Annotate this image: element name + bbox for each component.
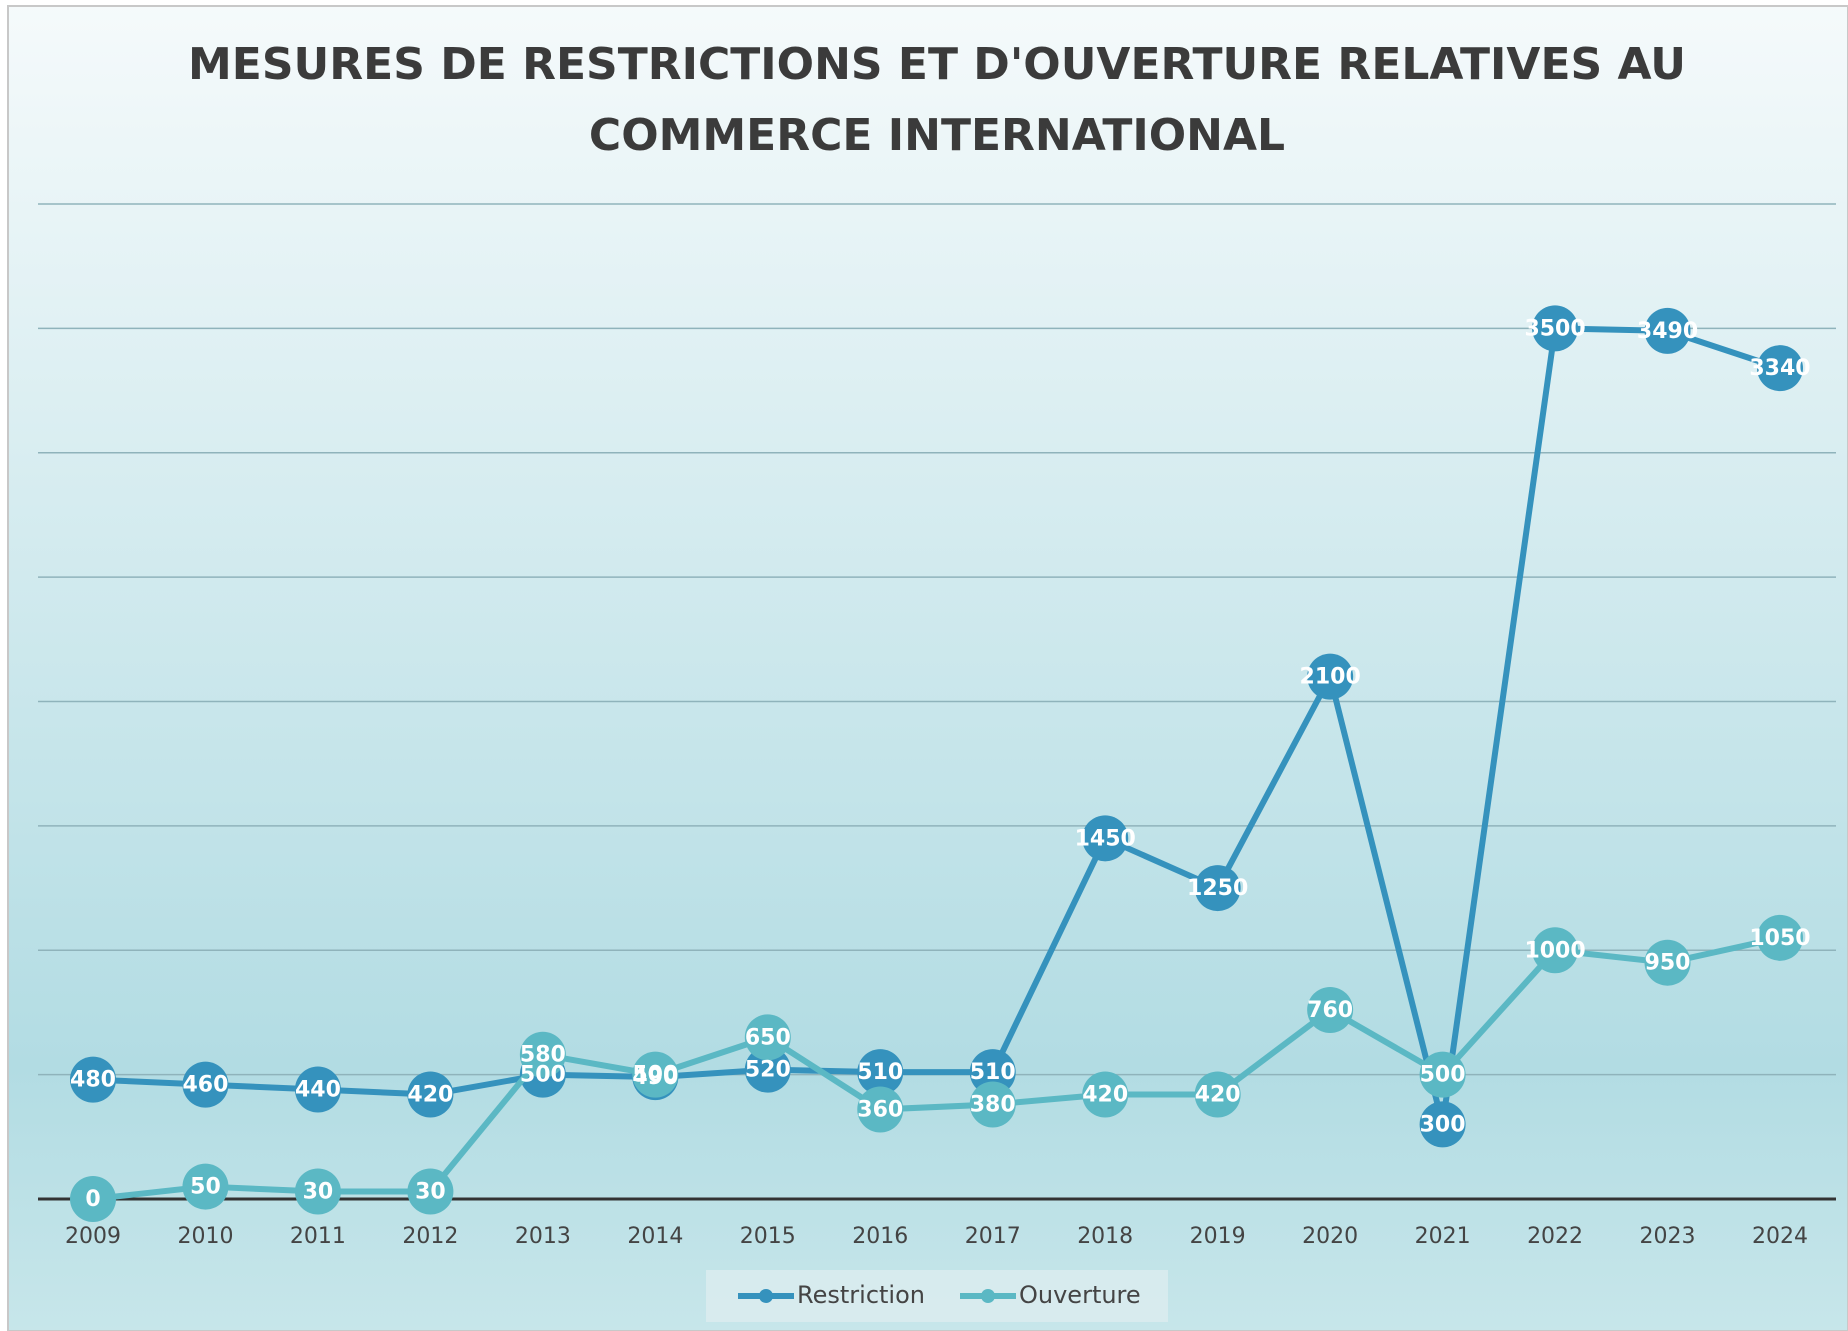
data-point <box>857 1086 904 1133</box>
x-tick-label: 2020 <box>1302 1224 1358 1249</box>
data-point <box>857 1049 904 1096</box>
data-label: 0 <box>85 1187 100 1212</box>
data-label: 510 <box>970 1060 1016 1085</box>
data-point <box>1194 1071 1241 1118</box>
data-label: 30 <box>415 1180 446 1205</box>
data-point <box>1644 307 1691 354</box>
data-label: 520 <box>745 1058 791 1083</box>
data-label: 490 <box>632 1065 678 1090</box>
data-label: 440 <box>295 1078 341 1103</box>
data-point <box>1532 927 1579 974</box>
data-point <box>1082 1071 1129 1118</box>
data-label: 480 <box>70 1068 116 1093</box>
data-point <box>1082 815 1129 862</box>
x-tick-label: 2013 <box>515 1224 571 1249</box>
x-tick-label: 2023 <box>1640 1224 1696 1249</box>
data-point <box>1194 865 1241 912</box>
x-tick-label: 2019 <box>1190 1224 1246 1249</box>
data-point <box>744 1014 791 1061</box>
data-label: 2100 <box>1300 665 1361 690</box>
data-label: 1250 <box>1187 876 1248 901</box>
data-label: 300 <box>1420 1112 1466 1137</box>
data-point <box>1532 305 1579 352</box>
data-point <box>969 1081 1016 1128</box>
data-label: 1000 <box>1524 938 1585 963</box>
data-label: 420 <box>1082 1083 1128 1108</box>
data-label: 1450 <box>1075 826 1136 851</box>
x-tick-label: 2014 <box>627 1224 683 1249</box>
data-label: 50 <box>190 1175 221 1200</box>
series-line <box>92 934 1781 1202</box>
data-point <box>969 1049 1016 1096</box>
data-label: 360 <box>857 1097 903 1122</box>
data-point <box>519 1031 566 1078</box>
data-label: 380 <box>970 1092 1016 1117</box>
data-label: 3490 <box>1637 319 1698 344</box>
data-label: 580 <box>520 1043 566 1068</box>
x-tick-label: 2017 <box>965 1224 1021 1249</box>
data-point <box>407 1071 454 1118</box>
data-label: 760 <box>1307 998 1353 1023</box>
x-tick-label: 2012 <box>402 1224 458 1249</box>
data-label: 950 <box>1645 951 1691 976</box>
data-label: 3340 <box>1749 356 1810 381</box>
data-label: 3500 <box>1524 316 1585 341</box>
data-label: 500 <box>632 1063 678 1088</box>
x-tick-label: 2015 <box>740 1224 796 1249</box>
data-point <box>1419 1101 1466 1148</box>
chart-title: MESURES DE RESTRICTIONS ET D'OUVERTURE R… <box>188 39 1686 90</box>
data-point <box>70 1056 116 1103</box>
data-label: 1050 <box>1749 926 1810 951</box>
data-label: 460 <box>182 1073 228 1098</box>
x-tick-label: 2021 <box>1415 1224 1471 1249</box>
title-line: MESURES DE RESTRICTIONS ET D'OUVERTURE R… <box>188 39 1686 90</box>
x-tick-label: 2024 <box>1752 1224 1808 1249</box>
data-label: 420 <box>1195 1083 1241 1108</box>
data-point <box>70 1176 116 1222</box>
legend-marker <box>981 1289 995 1303</box>
data-point <box>632 1051 679 1098</box>
legend-label: Restriction <box>797 1281 925 1309</box>
title-line: COMMERCE INTERNATIONAL <box>589 110 1285 161</box>
data-point <box>1307 986 1354 1033</box>
x-tick-label: 2009 <box>65 1224 121 1249</box>
data-point <box>744 1046 791 1093</box>
data-label: 500 <box>520 1063 566 1088</box>
data-point <box>407 1168 454 1215</box>
data-point <box>182 1061 229 1108</box>
x-tick-label: 2018 <box>1077 1224 1133 1249</box>
data-label: 500 <box>1420 1063 1466 1088</box>
data-point <box>1644 939 1691 986</box>
legend-marker <box>759 1289 773 1303</box>
x-tick-label: 2010 <box>177 1224 233 1249</box>
x-tick-label: 2011 <box>290 1224 346 1249</box>
chart-title: COMMERCE INTERNATIONAL <box>589 110 1285 161</box>
data-point <box>1419 1051 1466 1098</box>
data-point <box>1757 345 1803 392</box>
data-label: 650 <box>745 1025 791 1050</box>
data-label: 420 <box>407 1083 453 1108</box>
data-point <box>1757 914 1803 961</box>
data-point <box>182 1163 229 1210</box>
data-point <box>294 1168 341 1215</box>
data-label: 30 <box>303 1180 334 1205</box>
x-tick-label: 2016 <box>852 1224 908 1249</box>
x-tick-label: 2022 <box>1527 1224 1583 1249</box>
legend-label: Ouverture <box>1019 1281 1141 1309</box>
series-line <box>92 325 1781 1128</box>
data-point <box>294 1066 341 1113</box>
data-point <box>1307 653 1354 700</box>
data-label: 510 <box>857 1060 903 1085</box>
